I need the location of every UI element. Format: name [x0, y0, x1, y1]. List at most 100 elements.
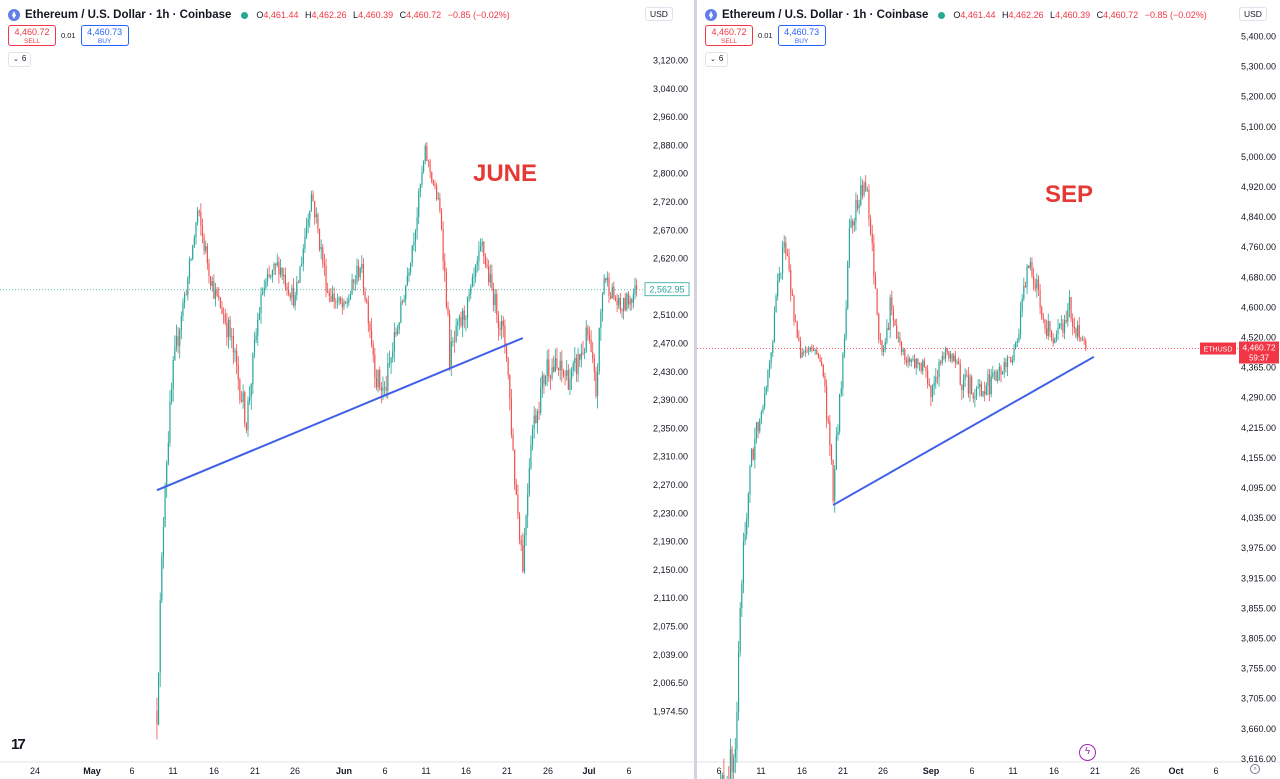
candle-body: [370, 330, 373, 345]
candle-body: [223, 314, 225, 315]
buy-button[interactable]: 4,460.73 BUY: [777, 25, 826, 46]
candle-body: [161, 556, 163, 601]
candle-body: [865, 182, 867, 191]
candle-body: [780, 273, 782, 275]
candle-body: [200, 212, 202, 226]
candle-body: [174, 347, 176, 361]
left-chart-canvas[interactable]: 3,120.00 3,040.00 2,960.00 2,880.00 2,800.00…: [0, 0, 694, 779]
candle-body: [538, 411, 540, 413]
candle-body: [940, 361, 942, 363]
candle-body: [754, 438, 756, 460]
candle-body: [499, 328, 501, 330]
x-tick-label: Jun: [336, 766, 352, 776]
candle-body: [450, 341, 452, 369]
candle-body: [289, 294, 291, 298]
candle-body: [270, 276, 272, 278]
candle-body: [481, 241, 483, 246]
panel-divider[interactable]: [694, 0, 697, 779]
candle-body: [751, 448, 753, 467]
candle-body: [621, 310, 623, 312]
candle-body: [974, 396, 976, 399]
go-to-realtime-icon[interactable]: »: [1250, 764, 1260, 774]
candle-body: [873, 243, 875, 276]
candle-body: [595, 371, 597, 397]
candle-body: [741, 583, 743, 609]
candle-body: [361, 264, 363, 269]
symbol-tag: ETHUSD: [1204, 347, 1233, 354]
sell-button[interactable]: 4,460.72 SELL: [705, 25, 753, 46]
buy-button[interactable]: 4,460.73 BUY: [80, 25, 129, 46]
candle-body: [520, 539, 522, 545]
left-chart-panel[interactable]: 3,120.00 3,040.00 2,960.00 2,880.00 2,800.00…: [0, 0, 694, 779]
candle-body: [284, 274, 287, 287]
x-tick-label: Jul: [582, 766, 595, 776]
indicators-toggle[interactable]: ⌄ 6: [8, 52, 32, 67]
candle-body: [946, 348, 948, 352]
indicators-toggle[interactable]: ⌄ 6: [705, 52, 729, 67]
candle-body: [249, 397, 251, 401]
candle-body: [765, 387, 767, 394]
candle-body: [192, 245, 194, 259]
candle-body: [922, 360, 924, 372]
candle-body: [1062, 323, 1064, 333]
candle-body: [757, 422, 759, 432]
candle-body: [869, 218, 872, 234]
candle-body: [788, 256, 790, 270]
symbol-title[interactable]: Ethereum / U.S. Dollar · 1h · Coinbase: [722, 9, 929, 21]
candle-body: [572, 363, 574, 371]
candle-body: [180, 316, 182, 331]
x-tick-label: Oct: [1168, 766, 1183, 776]
candle-body: [793, 295, 795, 322]
candle-body: [886, 327, 888, 342]
candle-body: [1072, 318, 1074, 327]
candle-body: [631, 299, 633, 303]
x-tick-label: Sep: [923, 766, 940, 776]
candle-body: [1047, 321, 1049, 336]
sell-button[interactable]: 4,460.72 SELL: [8, 25, 56, 46]
candle-body: [795, 321, 797, 323]
candle-body: [208, 263, 210, 277]
candle-body: [860, 185, 862, 205]
y-tick-label: 4,840.00: [1241, 212, 1276, 222]
candle-body: [479, 245, 482, 251]
candle-body: [543, 375, 545, 385]
lightning-icon[interactable]: ϟ: [1079, 744, 1096, 761]
right-chart-canvas[interactable]: 5,400.00 5,300.00 5,200.00 5,100.00 5,000.00…: [697, 0, 1280, 779]
candle-body: [379, 369, 381, 388]
candle-body: [1073, 326, 1075, 329]
candle-body: [231, 335, 233, 337]
currency-selector[interactable]: USD: [645, 7, 673, 21]
candle-body: [1018, 333, 1020, 342]
candle-body: [473, 276, 475, 278]
candle-body: [260, 294, 262, 314]
candle-body: [514, 449, 516, 485]
candle-body: [944, 348, 947, 359]
candle-body: [460, 316, 462, 326]
candle-body: [214, 289, 217, 299]
candle-body: [883, 348, 885, 352]
candle-body: [1016, 341, 1018, 343]
candle-body: [997, 371, 999, 381]
candle-body: [755, 422, 758, 439]
candle-body: [463, 310, 465, 320]
candle-body: [778, 273, 780, 282]
symbol-title[interactable]: Ethereum / U.S. Dollar · 1h · Coinbase: [25, 9, 232, 21]
candle-body: [554, 358, 556, 372]
candle-body: [170, 389, 173, 403]
candle-body: [291, 287, 293, 298]
candle-body: [310, 194, 313, 211]
candle-body: [423, 161, 425, 172]
spread-value: 0.01: [758, 31, 773, 40]
candle-body: [309, 210, 311, 219]
right-chart-panel[interactable]: 5,400.00 5,300.00 5,200.00 5,100.00 5,000.00…: [697, 0, 1280, 779]
candle-body: [596, 371, 599, 397]
y-tick-label: 4,290.00: [1241, 393, 1276, 403]
candle-body: [294, 295, 296, 306]
x-tick-label: 21: [838, 766, 848, 776]
currency-selector[interactable]: USD: [1239, 7, 1267, 21]
y-tick-label: 4,155.00: [1241, 453, 1276, 463]
x-tick-label: 6: [382, 766, 387, 776]
candle-body: [887, 327, 890, 330]
candle-body: [340, 297, 342, 304]
candle-body: [814, 349, 816, 351]
